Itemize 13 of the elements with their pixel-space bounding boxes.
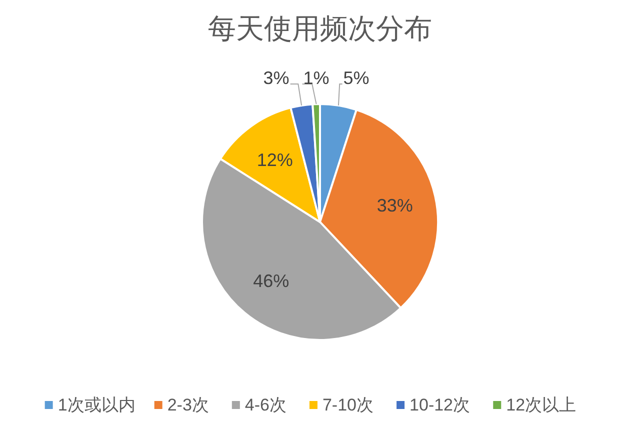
legend-label: 12次以上	[506, 396, 576, 414]
data-label: 33%	[376, 195, 413, 216]
legend-label: 1次或以内	[58, 396, 136, 414]
legend-label: 4-6次	[244, 396, 286, 414]
data-label: 5%	[343, 68, 370, 88]
legend-label: 10-12次	[410, 396, 470, 414]
data-label: 1%	[303, 68, 330, 88]
chart-title: 每天使用频次分布	[208, 13, 432, 44]
data-label: 3%	[263, 68, 290, 88]
data-label: 12%	[256, 150, 293, 170]
data-label: 46%	[253, 271, 290, 292]
legend-label: 7-10次	[322, 396, 374, 414]
legend-label: 2-3次	[167, 396, 209, 414]
